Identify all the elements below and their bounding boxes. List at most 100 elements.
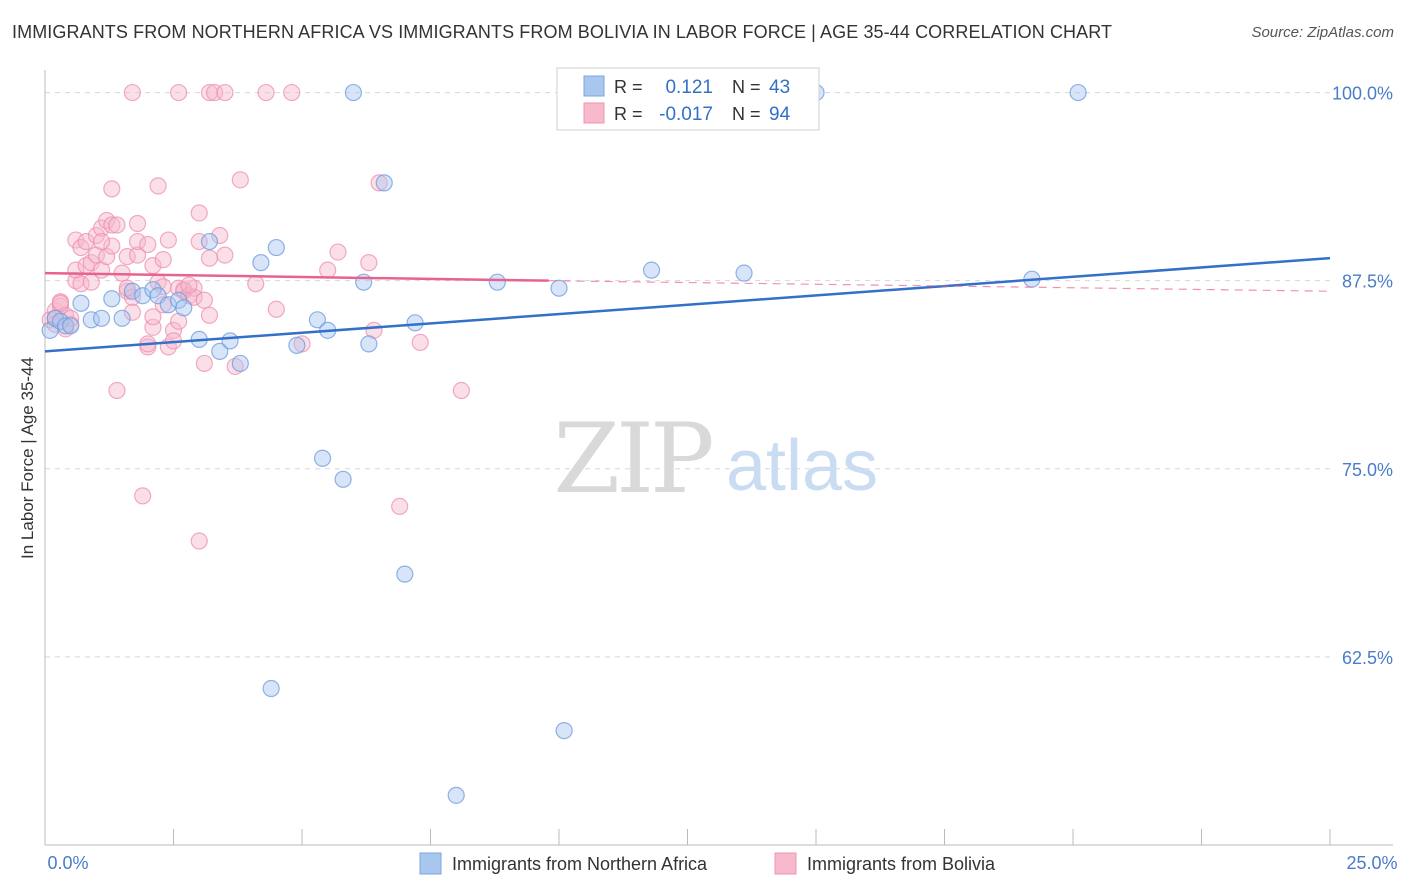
watermark-atlas: atlas — [726, 426, 878, 506]
bolivia-point-70 — [190, 532, 208, 550]
bolivia-point-34 — [128, 214, 147, 233]
stats-legend-n-value-blue: 43 — [769, 77, 790, 98]
northern-africa-point-38 — [550, 279, 568, 297]
bolivia-point-33 — [123, 83, 141, 102]
bolivia-point-26 — [108, 216, 126, 234]
bolivia-point-63 — [195, 354, 213, 373]
stats-legend-r-label-blue: R = — [614, 77, 643, 97]
northern-africa-point-26 — [308, 311, 327, 329]
bolivia-point-69 — [216, 83, 234, 102]
bolivia-point-24 — [103, 237, 121, 255]
northern-africa-point-36 — [447, 786, 465, 804]
bottom-legend-label-bolivia: Immigrants from Bolivia — [807, 854, 996, 874]
bolivia-point-44 — [149, 177, 167, 195]
bottom-legend-label-northern-africa: Immigrants from Northern Africa — [452, 854, 708, 874]
northern-africa-point-24 — [262, 679, 280, 698]
northern-africa-point-39 — [555, 722, 573, 740]
northern-africa-point-23 — [267, 238, 285, 257]
axes — [44, 70, 1393, 846]
stats-legend-n-label-blue: N = — [732, 77, 761, 97]
y-tick-labels: 62.5% 75.0% 87.5% 100.0% — [1332, 84, 1393, 668]
trend-lines — [44, 256, 1331, 353]
bolivia-point-85 — [452, 381, 470, 400]
northern-africa-point-3 — [56, 317, 75, 335]
northern-africa-point-40 — [642, 261, 661, 279]
bolivia-point-86 — [200, 249, 219, 267]
bolivia-point-75 — [267, 300, 285, 318]
bottom-legend-swatch-bolivia — [774, 852, 797, 875]
y-tick-label-0: 62.5% — [1342, 648, 1393, 668]
bolivia-point-92 — [92, 232, 111, 251]
northern-africa-point-31 — [344, 83, 362, 102]
northern-africa-point-4 — [62, 317, 80, 335]
northern-africa-point-25 — [288, 336, 306, 354]
stats-legend: R = 0.121 N = 43 R = -0.017 N = 94 — [556, 67, 820, 131]
stats-legend-n-label-pink: N = — [732, 104, 761, 124]
x-tick-label-min: 0.0% — [47, 853, 88, 873]
northern-africa-point-33 — [375, 174, 393, 192]
stats-legend-r-value-pink: -0.017 — [659, 104, 713, 125]
bolivia-point-78 — [319, 261, 337, 279]
bottom-legend: Immigrants from Northern Africa Immigran… — [419, 852, 996, 875]
northern-africa-point-7 — [92, 309, 111, 327]
bolivia-point-72 — [231, 171, 249, 189]
bolivia-point-23 — [103, 216, 121, 234]
chart-title: IMMIGRANTS FROM NORTHERN AFRICA VS IMMIG… — [12, 22, 1113, 42]
bolivia-point-64 — [200, 306, 219, 324]
bolivia-point-79 — [329, 243, 347, 261]
northern-africa-point-37 — [488, 273, 506, 291]
northern-africa-point-41 — [735, 264, 753, 282]
bolivia-point-61 — [190, 204, 208, 222]
trend-line-bolivia — [44, 271, 549, 282]
bolivia-point-67 — [211, 226, 229, 245]
stats-legend-r-value-blue: 0.121 — [665, 77, 713, 98]
bolivia-point-76 — [283, 83, 301, 102]
bolivia-point-73 — [247, 275, 265, 293]
bolivia-point-47 — [154, 251, 172, 269]
bottom-legend-swatch-northern-africa — [419, 852, 442, 875]
stats-legend-swatch-pink — [583, 102, 605, 124]
watermark: ZIP atlas — [553, 403, 878, 515]
trend-line-bolivia-extension — [548, 280, 1331, 292]
northern-africa-point-27 — [313, 449, 332, 467]
bolivia-point-84 — [411, 333, 429, 351]
bolivia-point-35 — [128, 246, 147, 264]
x-tick-label-max: 25.0% — [1346, 853, 1397, 873]
bolivia-point-27 — [108, 381, 126, 400]
bolivia-point-41 — [144, 308, 162, 326]
bolivia-point-39 — [139, 235, 157, 254]
bolivia-point-59 — [170, 83, 188, 102]
northern-africa-point-20 — [221, 332, 239, 350]
bolivia-point-83 — [391, 497, 409, 516]
bolivia-point-93 — [180, 276, 198, 294]
northern-africa-point-35 — [406, 314, 424, 332]
chart-source: Source: ZipAtlas.com — [1251, 24, 1394, 41]
northern-africa-point-32 — [360, 335, 378, 353]
series-bolivia-points — [41, 83, 470, 550]
bolivia-point-88 — [118, 279, 136, 297]
bolivia-point-21 — [98, 248, 116, 266]
northern-africa-point-5 — [72, 294, 90, 312]
northern-africa-point-44 — [1069, 83, 1087, 102]
bolivia-point-90 — [51, 294, 70, 312]
bolivia-point-57 — [185, 279, 203, 297]
bolivia-point-74 — [257, 83, 275, 102]
northern-africa-point-34 — [396, 565, 414, 583]
northern-africa-point-18 — [200, 232, 219, 251]
bolivia-point-48 — [159, 231, 177, 249]
y-tick-label-1: 75.0% — [1342, 460, 1393, 480]
bolivia-point-68 — [216, 246, 234, 264]
stats-legend-n-value-pink: 94 — [769, 104, 791, 125]
northern-africa-point-9 — [113, 309, 131, 327]
gridlines — [45, 92, 1330, 658]
northern-africa-point-19 — [211, 342, 229, 361]
northern-africa-point-21 — [231, 354, 249, 373]
stats-legend-r-label-pink: R = — [614, 104, 643, 124]
bolivia-point-25 — [103, 180, 121, 198]
bolivia-point-80 — [360, 254, 378, 272]
bolivia-point-37 — [134, 487, 152, 505]
stats-legend-swatch-blue — [583, 75, 605, 97]
northern-africa-point-8 — [103, 290, 121, 308]
bolivia-point-36 — [128, 232, 147, 251]
series-northern-africa-points — [41, 83, 1087, 804]
